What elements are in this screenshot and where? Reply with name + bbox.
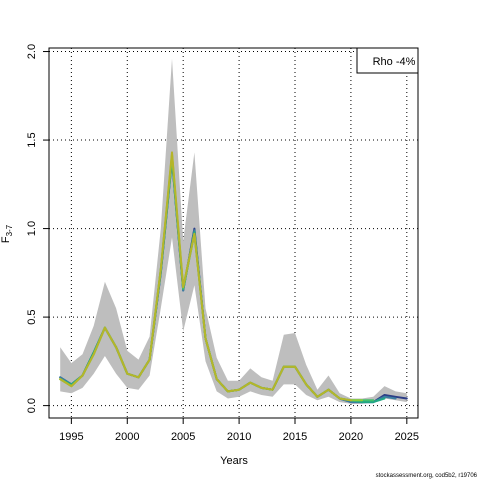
x-tick-label-2015: 2015 [283, 431, 307, 443]
x-tick-label-2010: 2010 [227, 431, 251, 443]
y-tick-label-1.5: 1.5 [26, 132, 38, 147]
x-tick-label-2000: 2000 [115, 431, 139, 443]
x-tick-label-1995: 1995 [59, 431, 83, 443]
legend-box [356, 47, 419, 74]
x-tick-label-2005: 2005 [171, 431, 195, 443]
series-line-6 [59, 151, 352, 402]
confidence-band-layer [60, 58, 407, 404]
y-axis-label-main: F [0, 236, 12, 243]
y-axis: 0.0 0.5 1.0 1.5 2.0 [26, 44, 49, 413]
plot-frame [48, 47, 419, 419]
x-axis: 1995 2000 2005 2010 2015 2020 2025 [59, 418, 419, 443]
source-credit: stockassessment.org, cod5b2, r19706 [376, 473, 478, 479]
svg-text:F3-7: F3-7 [0, 224, 14, 243]
y-axis-label: F3-7 [0, 224, 14, 243]
legend: Rho -4% [356, 47, 419, 74]
x-tick-label-2025: 2025 [395, 431, 419, 443]
y-tick-label-2: 2.0 [26, 44, 38, 59]
y-tick-label-0: 0.0 [26, 398, 38, 413]
x-axis-label: Years [220, 455, 248, 467]
y-axis-label-subscript: 3-7 [5, 224, 14, 236]
series-layer [59, 151, 408, 404]
y-tick-label-0.5: 0.5 [26, 309, 38, 324]
legend-text: Rho -4% [373, 56, 416, 68]
confidence-band [60, 58, 407, 404]
x-tick-label-2020: 2020 [339, 431, 363, 443]
y-tick-label-1: 1.0 [26, 221, 38, 236]
